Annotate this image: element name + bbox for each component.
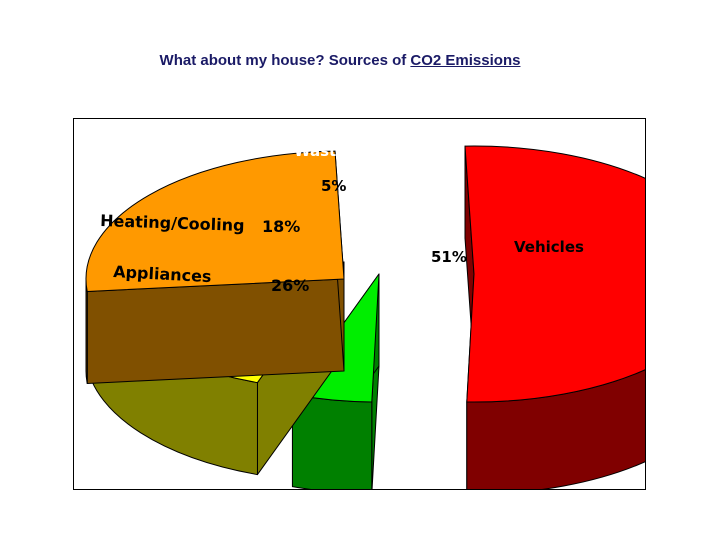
slice-side-appliances-0 — [85, 278, 88, 384]
value-label-appliances: 26% — [271, 276, 309, 295]
title-prefix: What about my house? Sources of — [159, 52, 411, 69]
slice-top-vehicles — [464, 145, 645, 403]
slide-title: What about my house? Sources of CO2 Emis… — [0, 52, 680, 69]
title-link[interactable]: CO2 Emissions — [410, 52, 521, 69]
slice-side-vehicles-0 — [466, 369, 645, 489]
pie-chart: Waste 5% Heating/Cooling 18% Appliances … — [85, 142, 645, 489]
slice-top-appliances — [85, 150, 345, 292]
category-label-vehicles: Vehicles — [514, 238, 584, 256]
value-label-waste: 5% — [321, 177, 346, 195]
chart-frame: Waste 5% Heating/Cooling 18% Appliances … — [73, 118, 646, 490]
value-label-vehicles: 51% — [431, 248, 467, 266]
value-label-heating-cooling: 18% — [262, 217, 300, 236]
category-label-waste: Waste — [294, 142, 346, 160]
